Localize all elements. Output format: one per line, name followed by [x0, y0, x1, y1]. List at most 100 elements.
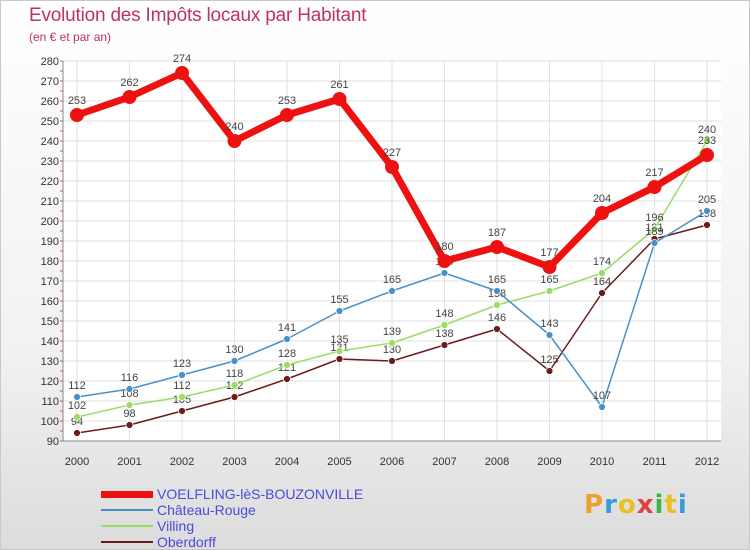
- data-label: 261: [330, 79, 348, 91]
- data-label: 138: [435, 328, 453, 340]
- data-label: 116: [121, 372, 139, 384]
- data-label: 165: [540, 274, 558, 286]
- data-point: [73, 429, 81, 437]
- data-point: [125, 385, 134, 393]
- chart-title: Evolution des Impôts locaux par Habitant: [29, 5, 367, 26]
- y-tick-label: 230: [41, 156, 59, 168]
- data-point: [230, 381, 239, 389]
- data-point: [703, 221, 711, 229]
- x-tick-label: 2006: [380, 456, 404, 468]
- data-point: [125, 421, 134, 429]
- y-tick-label: 220: [41, 176, 59, 188]
- data-point: [598, 403, 606, 411]
- y-tick-label: 200: [41, 216, 59, 228]
- data-point: [125, 401, 134, 409]
- proxiti-logo: Proxiti: [584, 490, 688, 520]
- data-label: 204: [593, 193, 611, 205]
- data-point: [490, 240, 504, 254]
- data-point: [545, 367, 554, 375]
- data-point: [388, 339, 396, 347]
- x-tick-label: 2010: [590, 456, 614, 468]
- logo-letter: o: [617, 490, 637, 520]
- data-point: [493, 287, 501, 295]
- data-point: [70, 108, 84, 122]
- legend-swatch: [101, 541, 153, 543]
- x-tick-label: 2004: [275, 456, 299, 468]
- legend-label: Château-Rouge: [157, 502, 256, 518]
- y-tick-label: 90: [47, 436, 59, 448]
- legend-item: Château-Rouge: [101, 502, 363, 518]
- data-point: [175, 66, 189, 80]
- data-point: [388, 357, 396, 365]
- data-label: 148: [435, 308, 453, 320]
- data-point: [230, 393, 239, 401]
- logo-letter: P: [584, 490, 605, 520]
- data-point: [73, 413, 81, 421]
- x-tick-label: 2007: [432, 456, 456, 468]
- data-label: 98: [123, 408, 135, 420]
- legend-label: VOELFLING-lèS-BOUZONVILLE: [157, 486, 364, 502]
- data-label: 141: [278, 322, 296, 334]
- y-tick-label: 210: [41, 196, 59, 208]
- data-point: [178, 371, 186, 379]
- legend-label: Oberdorff: [157, 534, 216, 550]
- data-point: [545, 287, 554, 295]
- data-point: [440, 321, 449, 329]
- logo-letter: t: [664, 490, 678, 520]
- data-label: 240: [698, 124, 716, 136]
- x-tick-label: 2003: [222, 456, 246, 468]
- legend-label: Villing: [157, 518, 195, 534]
- data-point: [178, 407, 186, 415]
- data-point: [335, 355, 344, 363]
- y-tick-label: 180: [41, 256, 59, 268]
- data-point: [595, 206, 609, 220]
- data-label: 108: [120, 388, 138, 400]
- data-label: 187: [488, 227, 506, 239]
- data-point: [542, 260, 557, 274]
- data-point: [283, 375, 291, 383]
- data-label: 180: [435, 241, 453, 253]
- data-point: [230, 357, 239, 365]
- data-point: [647, 180, 662, 194]
- legend-swatch: [101, 490, 153, 498]
- data-point: [650, 225, 659, 233]
- data-point: [440, 341, 449, 349]
- data-point: [178, 393, 186, 401]
- data-point: [73, 393, 81, 401]
- data-point: [598, 269, 606, 277]
- data-point: [440, 269, 449, 277]
- data-label: 123: [173, 358, 191, 370]
- x-tick-label: 2008: [485, 456, 509, 468]
- x-tick-label: 2000: [65, 456, 89, 468]
- data-point: [227, 134, 242, 148]
- chart-subtitle: (en € et par an): [29, 30, 112, 44]
- y-tick-label: 270: [41, 76, 59, 88]
- data-label: 227: [383, 147, 401, 159]
- chart-legend: VOELFLING-lèS-BOUZONVILLE Château-Rouge Vi…: [101, 486, 363, 550]
- data-point: [493, 325, 501, 333]
- data-point: [703, 137, 711, 145]
- data-point: [335, 347, 344, 355]
- data-label: 217: [645, 167, 663, 179]
- data-point: [437, 254, 452, 268]
- y-tick-label: 280: [41, 56, 59, 68]
- y-tick-label: 190: [41, 236, 59, 248]
- data-label: 125: [540, 354, 558, 366]
- y-tick-label: 140: [41, 336, 59, 348]
- data-label: 130: [383, 344, 401, 356]
- x-tick-label: 2011: [643, 456, 667, 468]
- logo-letter: i: [677, 490, 688, 520]
- x-tick-label: 2012: [695, 456, 719, 468]
- data-point: [283, 361, 291, 369]
- data-label: 139: [383, 326, 401, 338]
- x-tick-label: 2002: [170, 456, 194, 468]
- y-tick-label: 120: [41, 376, 59, 388]
- data-point: [703, 207, 711, 215]
- data-label: 135: [330, 334, 348, 346]
- legend-item: VOELFLING-lèS-BOUZONVILLE: [101, 486, 363, 502]
- data-label: 196: [645, 212, 663, 224]
- data-label: 174: [593, 256, 611, 268]
- legend-swatch: [101, 509, 153, 511]
- data-label: 112: [68, 380, 86, 392]
